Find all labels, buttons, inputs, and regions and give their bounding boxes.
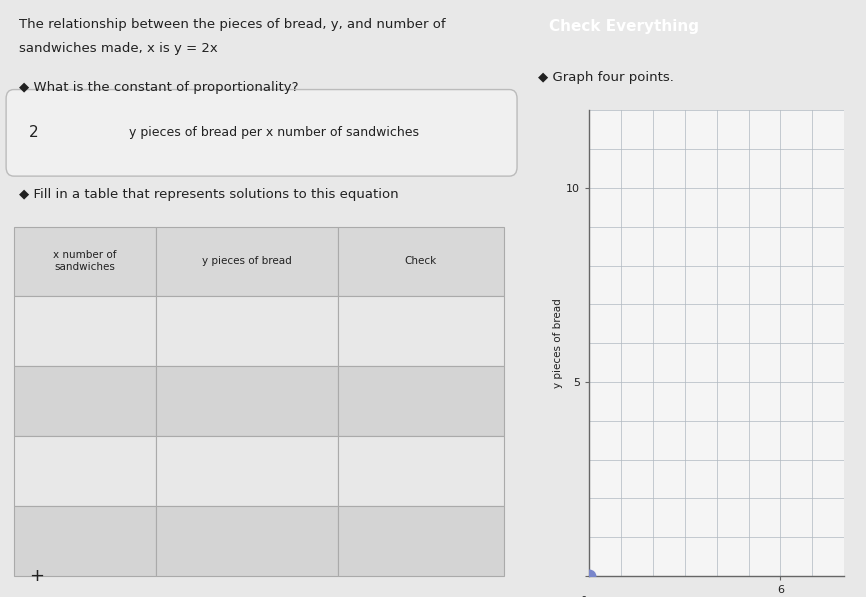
- Bar: [338, 365, 504, 436]
- Text: y pieces of bread per x number of sandwiches: y pieces of bread per x number of sandwi…: [129, 126, 419, 139]
- FancyBboxPatch shape: [6, 90, 517, 176]
- Bar: [156, 506, 338, 576]
- Text: ◆ Graph four points.: ◆ Graph four points.: [538, 71, 674, 84]
- Y-axis label: y pieces of bread: y pieces of bread: [553, 298, 563, 388]
- Bar: [338, 506, 504, 576]
- Bar: [338, 296, 504, 365]
- Text: ◆ What is the constant of proportionality?: ◆ What is the constant of proportionalit…: [19, 81, 299, 94]
- Text: The relationship between the pieces of bread, y, and number of: The relationship between the pieces of b…: [19, 18, 445, 31]
- Bar: [338, 227, 504, 296]
- Text: 0: 0: [581, 595, 587, 597]
- Bar: [14, 506, 156, 576]
- Text: Check: Check: [404, 256, 437, 266]
- Bar: [156, 296, 338, 365]
- Bar: [14, 365, 156, 436]
- Bar: [338, 436, 504, 506]
- Text: Check Everything: Check Everything: [548, 19, 699, 35]
- Bar: [156, 436, 338, 506]
- Text: sandwiches made, x is y = 2x: sandwiches made, x is y = 2x: [19, 42, 217, 55]
- Bar: [156, 365, 338, 436]
- Text: 2: 2: [29, 125, 39, 140]
- Bar: [156, 227, 338, 296]
- Text: ◆ Fill in a table that represents solutions to this equation: ◆ Fill in a table that represents soluti…: [19, 188, 398, 201]
- Text: x number of
sandwiches: x number of sandwiches: [53, 250, 117, 272]
- Text: y pieces of bread: y pieces of bread: [202, 256, 292, 266]
- Text: +: +: [29, 567, 44, 585]
- Bar: [14, 436, 156, 506]
- Bar: [14, 227, 156, 296]
- Bar: [14, 296, 156, 365]
